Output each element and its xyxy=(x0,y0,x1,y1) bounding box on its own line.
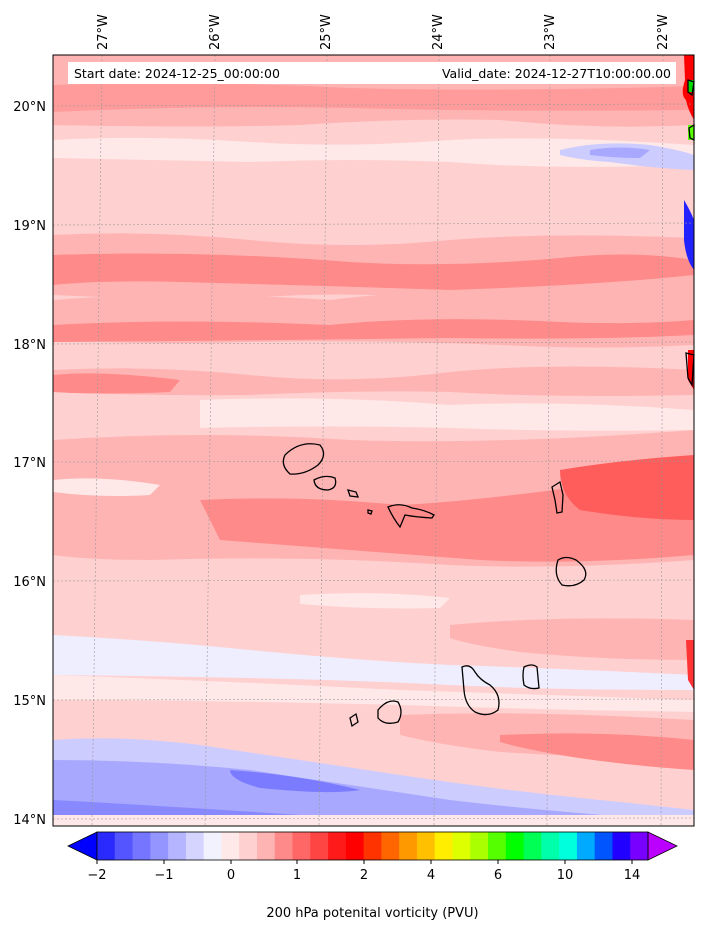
colorbar-segment xyxy=(434,832,453,860)
lat-tick-3: 17°N xyxy=(13,456,46,471)
colorbar-segment xyxy=(612,832,631,860)
start-date-label: Start date: 2024-12-25_00:00:00 xyxy=(74,66,280,81)
colorbar-segment xyxy=(470,832,489,860)
colorbar-segment xyxy=(221,832,240,860)
lat-tick-6: 14°N xyxy=(13,813,46,828)
colorbar-segment xyxy=(168,832,187,860)
colorbar-segment xyxy=(132,832,151,860)
colorbar-segment xyxy=(292,832,311,860)
colorbar-segment xyxy=(310,832,329,860)
colorbar-tick-label: 2 xyxy=(360,868,368,883)
colorbar-segment xyxy=(399,832,418,860)
colorbar-frame xyxy=(96,831,649,861)
colorbar-tick-label: 14 xyxy=(624,868,641,883)
lon-tick-2: 25°W xyxy=(319,14,334,50)
map-frame xyxy=(52,54,695,827)
colorbar-segment xyxy=(594,832,613,860)
colorbar-segment xyxy=(185,832,205,860)
header-box xyxy=(68,62,676,84)
colorbar-segment xyxy=(452,832,471,860)
lon-tick-0: 27°W xyxy=(96,14,111,50)
lat-tick-5: 15°N xyxy=(13,694,46,709)
colorbar-segment xyxy=(576,832,596,860)
valid-date-label: Valid_date: 2024-12-27T10:00:00.00 xyxy=(441,66,671,81)
colorbar-segment xyxy=(150,832,169,860)
colorbar-tick-label: 0 xyxy=(227,868,235,883)
colorbar-tick-label: −1 xyxy=(154,868,173,883)
colorbar-segment xyxy=(239,832,258,860)
colorbar-segment xyxy=(114,832,134,860)
colorbar-segment xyxy=(416,832,436,860)
graticule xyxy=(53,55,694,826)
cape-verde-islands xyxy=(282,79,695,728)
lat-tick-2: 18°N xyxy=(13,338,46,353)
lon-tick-3: 24°W xyxy=(431,14,446,50)
colorbar-segment xyxy=(345,832,365,860)
colorbar-segment xyxy=(328,832,347,860)
lat-tick-4: 16°N xyxy=(13,575,46,590)
colorbar-tick-label: 6 xyxy=(494,868,502,883)
colorbar-segment xyxy=(559,832,578,860)
lat-tick-0: 20°N xyxy=(13,100,46,115)
colorbar-tick-label: 1 xyxy=(293,868,301,883)
lat-tick-labels: 20°N 19°N 18°N 17°N 16°N 15°N 14°N xyxy=(13,100,46,828)
colorbar-tick-label: 4 xyxy=(427,868,435,883)
colorbar-segment xyxy=(630,832,649,860)
colorbar-segment xyxy=(274,832,294,860)
colorbar-tick-label: 10 xyxy=(557,868,574,883)
lon-tick-4: 23°W xyxy=(543,14,558,50)
colorbar-extend-max xyxy=(647,831,678,861)
colorbar xyxy=(67,831,678,861)
lon-tick-1: 26°W xyxy=(208,14,223,50)
colorbar-segment xyxy=(381,832,400,860)
colorbar-segment xyxy=(97,832,116,860)
colorbar-tick-label: −2 xyxy=(87,868,106,883)
colorbar-segment xyxy=(523,832,542,860)
lon-tick-5: 22°W xyxy=(656,14,671,50)
colorbar-extend-min xyxy=(67,831,98,861)
lat-tick-1: 19°N xyxy=(13,219,46,234)
colorbar-segment xyxy=(505,832,525,860)
colorbar-label: 200 hPa potenital vorticity (PVU) xyxy=(266,906,479,921)
pv-field xyxy=(53,55,694,826)
colorbar-ticks: −2 −1 0 1 2 4 6 10 14 xyxy=(87,860,640,883)
colorbar-segment xyxy=(488,832,507,860)
lon-tick-labels: 27°W 26°W 25°W 24°W 23°W 22°W xyxy=(96,14,671,50)
colorbar-segment xyxy=(256,832,276,860)
colorbar-segment xyxy=(203,832,222,860)
colorbar-segment xyxy=(541,832,560,860)
colorbar-segment xyxy=(363,832,382,860)
